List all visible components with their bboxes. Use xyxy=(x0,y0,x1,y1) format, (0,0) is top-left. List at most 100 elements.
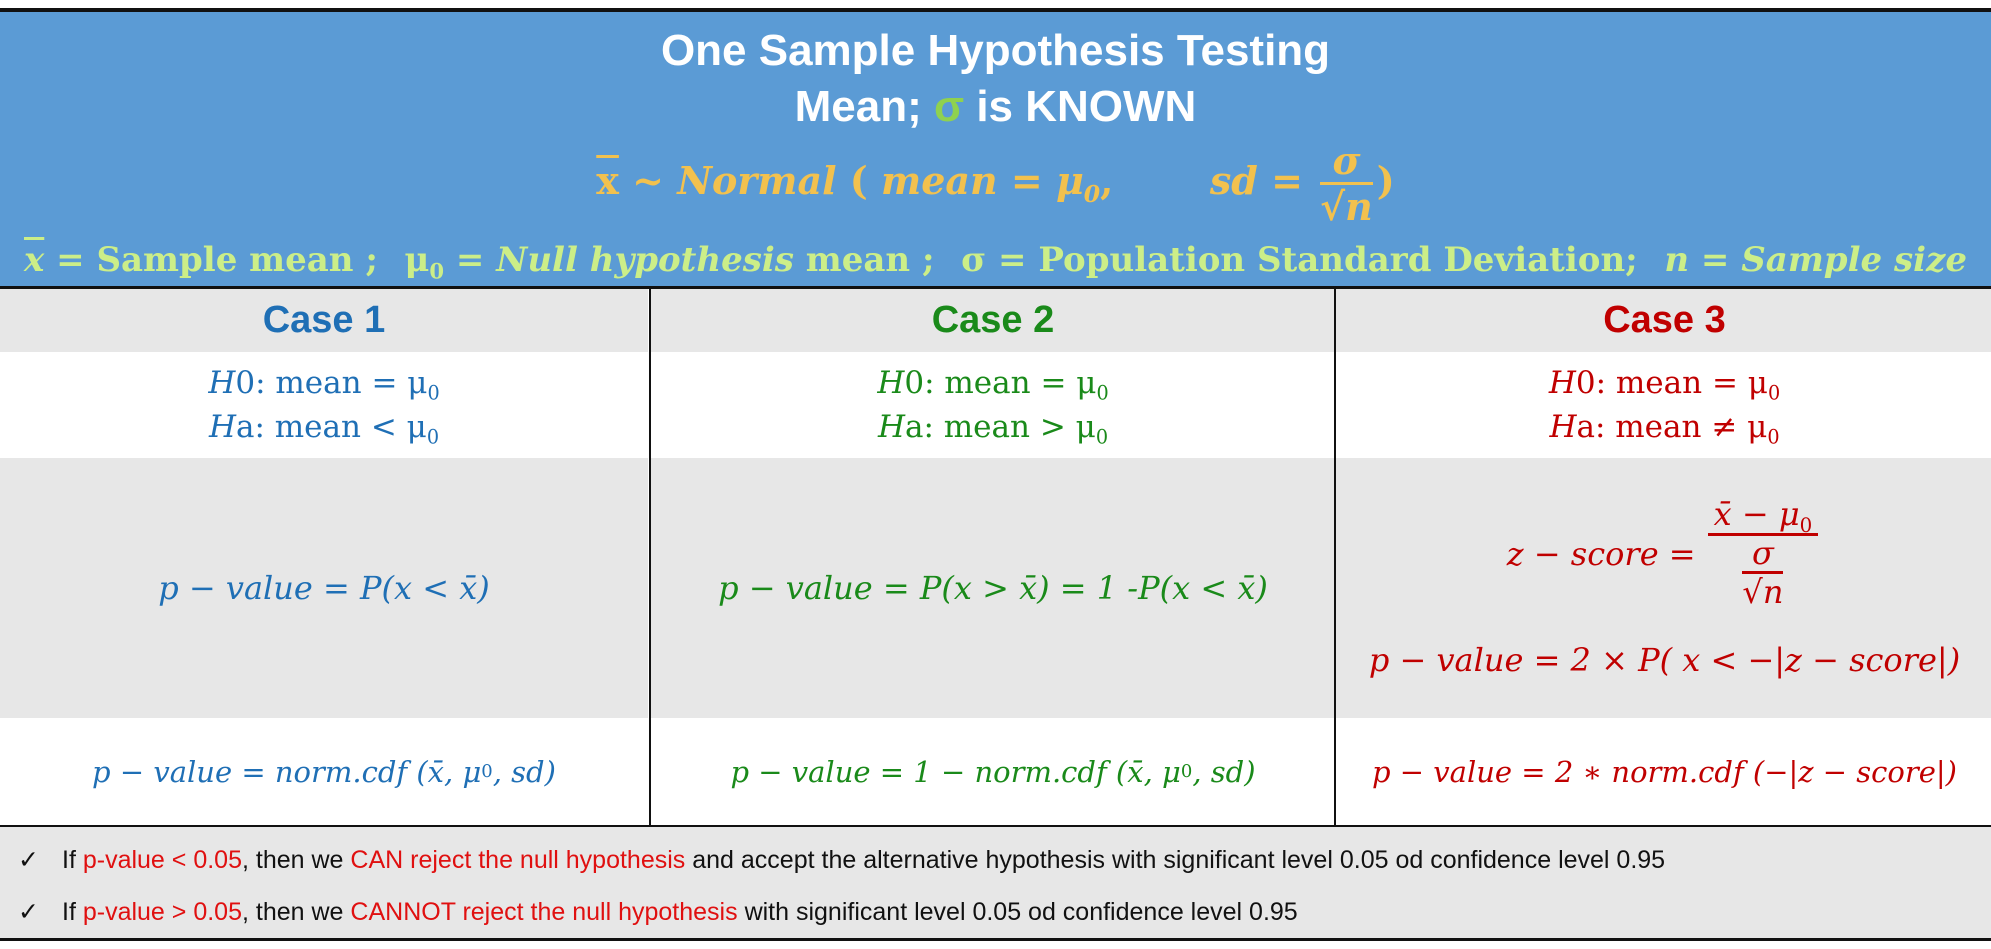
case-2-h0: H0: mean = μ0 xyxy=(877,361,1108,405)
normal-label: Normal xyxy=(677,157,837,203)
case-1-p-value: p − value = P(x < x̄) xyxy=(0,458,648,718)
def-n-symbol: n xyxy=(1664,240,1690,280)
b2-t1: If xyxy=(62,898,83,926)
ha-h: H xyxy=(1549,409,1577,445)
case-2-hypotheses: H0: mean = μ0 Ha: mean > μ0 xyxy=(651,352,1335,458)
z-num-sub: 0 xyxy=(1799,514,1813,538)
sd-fraction: σ √n xyxy=(1320,140,1373,228)
open-paren: ( xyxy=(836,157,882,203)
case-3-ha: Ha: mean ≠ μ0 xyxy=(1549,405,1779,449)
case-2-column: Case 2 H0: mean = μ0 Ha: mean > μ0 p − v… xyxy=(649,289,1335,825)
z-denominator: σ √n xyxy=(1708,535,1819,611)
z-numerator: x̄ − μ0 xyxy=(1707,495,1819,538)
case-1-ha: Ha: mean < μ0 xyxy=(209,405,439,449)
case-3-column: Case 3 H0: mean = μ0 Ha: mean ≠ μ0 z − s… xyxy=(1334,289,1991,825)
def-xbar-symbol: x xyxy=(24,240,45,280)
case-2-header: Case 2 xyxy=(651,289,1335,352)
cases-table: Case 1 H0: mean = μ0 Ha: mean < μ0 p − v… xyxy=(0,286,1991,825)
b1-r1: p-value < 0.05 xyxy=(82,846,242,874)
fraction-denominator: n xyxy=(1345,183,1373,229)
case-3-hypotheses: H0: mean = μ0 Ha: mean ≠ μ0 xyxy=(1336,352,1991,458)
ha-text: a: mean < μ xyxy=(236,409,427,445)
case-1-python-end: , sd) xyxy=(492,754,556,789)
sd-equals: sd = xyxy=(1209,157,1317,203)
def-mu-text: mean ; xyxy=(793,240,935,280)
check-icon: ✓ xyxy=(18,898,39,926)
def-mu-symbol: μ xyxy=(404,240,430,280)
sigma-symbol: σ xyxy=(934,82,965,131)
b2-r2: CANNOT reject the null hypothesis xyxy=(350,898,738,926)
definitions-row: x = Sample mean ; μ0 = Null hypothesis m… xyxy=(0,240,1991,284)
comma: , xyxy=(1100,157,1114,203)
case-3-h0: H0: mean = μ0 xyxy=(1549,361,1780,405)
def-mu-italic: = Null hypothesis xyxy=(444,240,794,280)
header-banner: One Sample Hypothesis Testing Mean; σ is… xyxy=(0,8,1991,286)
sqrt-symbol: √ xyxy=(1320,183,1346,229)
b1-t3: and accept the alternative hypothesis wi… xyxy=(685,846,1666,874)
ha-sub: 0 xyxy=(426,425,440,449)
h0-text: 0: mean = μ xyxy=(1575,365,1768,401)
ha-h: H xyxy=(208,409,236,445)
b1-r2: CAN reject the null hypothesis xyxy=(350,846,686,874)
def-n: n = Sample size xyxy=(1664,240,1967,280)
case-3-header: Case 3 xyxy=(1336,289,1991,352)
ha-h: H xyxy=(877,409,905,445)
h0-sub: 0 xyxy=(427,381,440,405)
z-num-text: x̄ − μ xyxy=(1713,495,1800,534)
case-3-p-value-cell: z − score = x̄ − μ0 σ √n p − value = 2 × … xyxy=(1336,458,1991,718)
z-score-formula: z − score = x̄ − μ0 σ √n xyxy=(1507,497,1822,610)
mean-equals: mean = μ xyxy=(881,157,1084,203)
b2-r1: p-value > 0.05 xyxy=(82,898,242,926)
def-xbar: x = Sample mean ; xyxy=(24,240,378,280)
h0-h: H xyxy=(208,365,236,401)
h0-h: H xyxy=(1548,365,1576,401)
conclusion-notes: ✓ If p-value < 0.05, then we CAN reject t… xyxy=(0,825,1991,941)
tilde: ~ xyxy=(618,157,678,203)
z-den-den: √n xyxy=(1742,572,1784,611)
z-den-fraction: σ √n xyxy=(1742,535,1784,611)
case-3-python: p − value = 2 ∗ norm.cdf (−|z − score|) xyxy=(1336,718,1991,825)
def-n-text: = Sample size xyxy=(1689,240,1967,280)
def-mu0: μ0 = Null hypothesis mean ; xyxy=(404,240,935,284)
h0-text: 0: mean = μ xyxy=(235,365,428,401)
ha-sub: 0 xyxy=(1095,425,1109,449)
def-sigma: σ = Population Standard Deviation; xyxy=(961,240,1638,280)
h0-sub: 0 xyxy=(1767,381,1781,405)
def-sigma-symbol: σ xyxy=(961,240,987,280)
case-1-h0: H0: mean = μ0 xyxy=(208,361,439,405)
case-2-ha: Ha: mean > μ0 xyxy=(878,405,1108,449)
b1-t2: , then we xyxy=(242,846,351,874)
distribution-formula: x ~ Normal ( mean = μ0, sd = σ √n) xyxy=(0,140,1991,228)
z-score-fraction: x̄ − μ0 σ √n xyxy=(1707,495,1819,611)
z-den-num: σ xyxy=(1742,535,1784,574)
def-xbar-text: = Sample mean ; xyxy=(44,240,378,280)
case-1-header: Case 1 xyxy=(0,289,648,352)
case-1-hypotheses: H0: mean = μ0 Ha: mean < μ0 xyxy=(0,352,648,458)
def-sigma-text: = Population Standard Deviation; xyxy=(986,240,1638,280)
case-1-python-text: p − value = norm.cdf (x̄, μ xyxy=(92,754,482,789)
case-2-python-text: p − value = 1 − norm.cdf (x̄, μ xyxy=(730,754,1181,789)
fraction-numerator: σ xyxy=(1320,140,1373,185)
h0-h: H xyxy=(877,365,905,401)
z-score-label: z − score = xyxy=(1506,534,1696,573)
bullet-cannot-reject: ✓ If p-value > 0.05, then we CANNOT rejec… xyxy=(18,897,1298,927)
title-known-label: is KNOWN xyxy=(964,82,1197,131)
ha-text: a: mean > μ xyxy=(905,409,1096,445)
bullet-reject: ✓ If p-value < 0.05, then we CAN reject t… xyxy=(18,845,1665,875)
b1-t1: If xyxy=(62,846,83,874)
case-1-column: Case 1 H0: mean = μ0 Ha: mean < μ0 p − v… xyxy=(0,289,648,825)
ha-sub: 0 xyxy=(1767,425,1780,449)
b2-t3: with significant level 0.05 od confidenc… xyxy=(737,898,1298,926)
def-mu-sub: 0 xyxy=(429,258,445,284)
b2-t2: , then we xyxy=(242,898,351,926)
case-2-python-end: , sd) xyxy=(1192,754,1256,789)
title-mean-label: Mean; xyxy=(794,82,934,131)
h0-sub: 0 xyxy=(1096,381,1109,405)
case-2-p-value: p − value = P(x > x̄) = 1 -P(x < x̄) xyxy=(651,458,1335,718)
xbar-symbol: x xyxy=(596,157,619,203)
close-paren: ) xyxy=(1376,157,1395,203)
h0-text: 0: mean = μ xyxy=(904,365,1097,401)
ha-text: a: mean ≠ μ xyxy=(1576,409,1768,445)
